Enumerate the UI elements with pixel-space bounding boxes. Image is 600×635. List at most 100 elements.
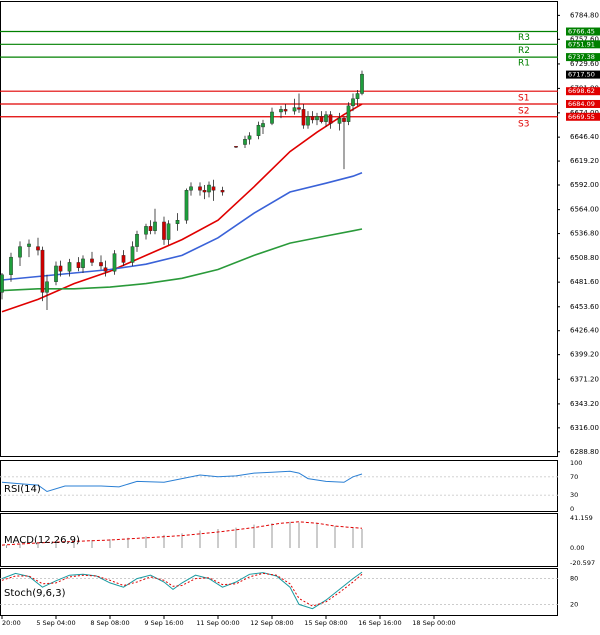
candle-body	[315, 116, 319, 121]
candle-body	[198, 186, 202, 191]
candle-body	[346, 105, 351, 122]
level-price-label-r1: 6737.38	[568, 53, 595, 61]
price-tick-label: 6508.80	[570, 254, 599, 262]
candle-body	[36, 246, 40, 251]
last-price-tag	[566, 70, 600, 79]
stoch-k-line	[1, 571, 363, 610]
price-tick-label: 6784.80	[570, 11, 599, 19]
level-price-label-s3: 6669.55	[568, 113, 595, 121]
candle-body	[355, 93, 360, 99]
level-price-tag-s3	[566, 112, 600, 121]
level-price-tag-r1	[566, 53, 600, 62]
candle-body	[306, 116, 310, 126]
price-tick-label: 6371.20	[570, 375, 599, 383]
level-price-tag-s1	[566, 87, 600, 96]
macd-tick-label: -20.597	[570, 559, 595, 567]
level-name-s1: S1	[518, 94, 529, 104]
candle-body	[90, 258, 94, 263]
candle-body	[0, 274, 4, 293]
level-price-tag-r3	[566, 27, 600, 36]
candle-body	[292, 107, 297, 112]
candle-body	[283, 109, 288, 112]
candle-body	[279, 109, 283, 113]
level-price-tag-r2	[566, 40, 600, 49]
price-tick-label: 6619.20	[570, 157, 599, 165]
candle-body	[81, 258, 85, 268]
level-price-label-s2: 6684.09	[568, 100, 595, 108]
candle-body	[342, 117, 346, 122]
candle-body	[324, 114, 328, 122]
level-name-r2: R2	[518, 46, 530, 56]
price-tick-label: 6592.00	[570, 181, 599, 189]
price-tick-label: 6288.80	[570, 448, 599, 456]
time-tick-label: 18 Sep 00:00	[412, 619, 455, 627]
rsi-tick-label: 70	[570, 473, 578, 481]
level-price-label-s1: 6698.62	[568, 87, 595, 95]
candle-body	[202, 190, 207, 193]
level-price-tag-s2	[566, 99, 600, 108]
candle-body	[54, 265, 58, 282]
candle-body	[270, 111, 274, 124]
candle-body	[360, 73, 364, 94]
price-tick-label: 6564.00	[570, 206, 599, 214]
rsi-tick-label: 100	[570, 459, 582, 467]
candle-body	[148, 226, 153, 231]
macd-tick-label: 41.159	[570, 514, 593, 522]
candle-body	[351, 98, 355, 107]
candle-body	[247, 135, 252, 140]
macd-panel-frame	[0, 513, 558, 567]
time-tick-label: 9 Sep 16:00	[144, 619, 183, 627]
candle-body	[261, 123, 265, 128]
moving-average-line-1	[1, 103, 363, 313]
candle-body	[243, 139, 247, 145]
candle-body	[153, 221, 157, 231]
time-tick-label: 5 Sep 04:00	[36, 619, 75, 627]
macd-tick-label: 0.00	[570, 544, 584, 552]
candle-body	[27, 243, 31, 247]
time-tick-label: 20:00	[2, 619, 21, 627]
candle-body	[337, 117, 342, 124]
candle-body	[220, 190, 225, 193]
stoch-tick-label: 80	[570, 575, 578, 583]
candle-body	[256, 124, 261, 136]
time-tick-label: 12 Sep 08:00	[250, 619, 293, 627]
candle-body	[130, 246, 135, 263]
price-tick-label: 6343.20	[570, 400, 599, 408]
candle-body	[144, 226, 148, 235]
candle-body	[99, 262, 103, 267]
candle-body	[135, 234, 139, 247]
candle-body	[310, 116, 315, 121]
candle-body	[40, 249, 45, 293]
price-tick-label: 6729.60	[570, 60, 599, 68]
candle-body	[328, 114, 333, 124]
price-tick-label: 6426.40	[570, 327, 599, 335]
level-name-r1: R1	[518, 59, 530, 69]
candle-body	[207, 184, 211, 193]
rsi-tick-label: 0	[570, 505, 574, 513]
price-tick-label: 6536.80	[570, 230, 599, 238]
time-tick-label: 8 Sep 08:00	[90, 619, 129, 627]
rsi-label: RSI(14)	[4, 484, 41, 495]
price-tick-label: 6646.40	[570, 133, 599, 141]
candle-body	[112, 253, 117, 272]
candle-body	[76, 262, 81, 268]
stoch-panel-frame	[0, 568, 558, 616]
macd-label: MACD(12,26,9)	[4, 535, 80, 546]
candle-body	[301, 109, 306, 126]
candle-body	[175, 220, 180, 224]
level-price-label-r3: 6766.45	[568, 28, 595, 36]
candle-body	[103, 267, 108, 272]
candle-body	[166, 223, 171, 240]
level-price-label-r2: 6751.91	[568, 40, 595, 48]
rsi-line	[1, 470, 363, 493]
candle-body	[18, 246, 22, 258]
stoch-d-line	[1, 572, 363, 607]
candle-body	[58, 265, 63, 272]
price-tick-label: 6316.00	[570, 424, 599, 432]
level-name-s2: S2	[518, 106, 529, 116]
candle-body	[67, 262, 72, 272]
candle-body	[121, 255, 126, 263]
stoch-tick-label: 20	[570, 600, 578, 608]
price-tick-label: 6757.60	[570, 35, 599, 43]
main-panel-frame	[0, 1, 558, 457]
